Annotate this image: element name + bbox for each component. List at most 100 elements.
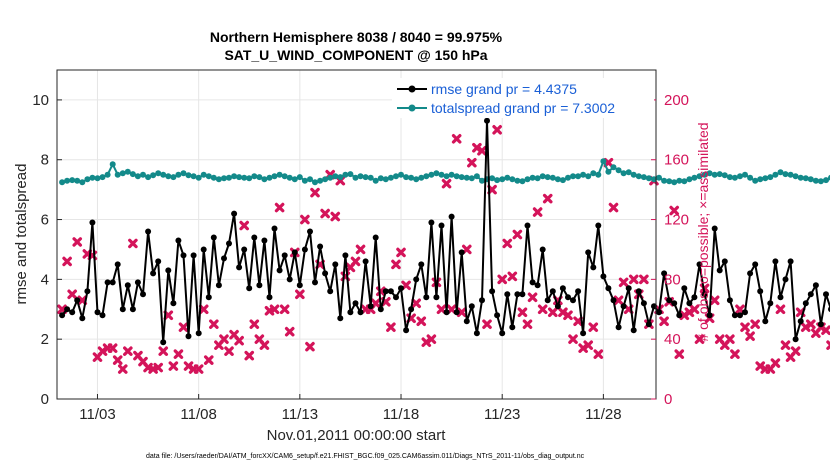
totalspread-point bbox=[256, 174, 263, 181]
totalspread-point bbox=[74, 177, 81, 184]
y2-tick-label: 0 bbox=[664, 391, 672, 408]
y-tick-label: 10 bbox=[32, 92, 49, 109]
obs-assimilated-point bbox=[244, 350, 255, 361]
totalspread-point bbox=[246, 175, 253, 182]
totalspread-point bbox=[104, 171, 111, 178]
obs-assimilated-point bbox=[446, 304, 457, 315]
totalspread-point bbox=[241, 174, 248, 181]
rmse-point bbox=[620, 303, 627, 310]
totalspread-point bbox=[792, 173, 799, 180]
totalspread-point bbox=[413, 176, 420, 183]
totalspread-point bbox=[347, 171, 354, 178]
rmse-point bbox=[514, 291, 521, 298]
obs-assimilated-point bbox=[295, 289, 305, 300]
totalspread-point bbox=[499, 176, 506, 183]
totalspread-point bbox=[307, 176, 313, 183]
y-tick-label: 4 bbox=[41, 271, 49, 288]
totalspread-point bbox=[605, 168, 612, 175]
rmse-point bbox=[494, 312, 501, 319]
obs-assimilated-point bbox=[117, 364, 128, 374]
obs-assimilated-point bbox=[522, 319, 533, 330]
totalspread-point bbox=[691, 174, 698, 181]
obs-assimilated-point bbox=[628, 274, 639, 285]
obs-assimilated-point bbox=[583, 340, 594, 350]
totalspread-point bbox=[666, 178, 673, 185]
totalspread-point bbox=[625, 169, 632, 176]
rmse-point bbox=[271, 225, 278, 232]
obs-assimilated-point bbox=[193, 364, 204, 374]
totalspread-point bbox=[408, 174, 415, 181]
rmse-point bbox=[408, 306, 415, 313]
totalspread-point bbox=[271, 173, 278, 180]
rmse-point bbox=[519, 291, 526, 298]
rmse-point bbox=[332, 261, 339, 268]
totalspread-point bbox=[114, 171, 121, 178]
rmse-point bbox=[190, 252, 197, 259]
series-layer bbox=[57, 95, 830, 374]
totalspread-point bbox=[600, 158, 607, 165]
x-tick-label: 11/23 bbox=[484, 406, 520, 423]
rmse-point bbox=[94, 309, 101, 316]
obs-assimilated-point bbox=[441, 178, 452, 189]
totalspread-point bbox=[762, 175, 769, 182]
rmse-point bbox=[99, 312, 106, 319]
totalspread-point bbox=[549, 174, 556, 181]
obs-assimilated-point bbox=[209, 319, 219, 330]
rmse-point bbox=[792, 336, 799, 343]
obs-assimilated-point bbox=[274, 202, 285, 213]
rmse-point bbox=[539, 246, 546, 253]
rmse-point bbox=[782, 276, 789, 283]
legend-rmse-label: rmse grand pr = 4.4375 bbox=[431, 81, 577, 97]
totalspread-point bbox=[767, 174, 774, 181]
totalspread-point bbox=[468, 175, 475, 182]
totalspread-point bbox=[403, 174, 410, 181]
rmse-point bbox=[251, 234, 258, 241]
obs-assimilated-point bbox=[694, 334, 705, 344]
totalspread-point bbox=[565, 174, 571, 181]
rmse-point bbox=[570, 297, 576, 304]
rmse-point bbox=[387, 288, 394, 295]
obs-assimilated-point bbox=[563, 310, 573, 321]
x-axis: 11/03 11/08 11/13 11/18 11/23 11/28 bbox=[79, 394, 622, 423]
rmse-point bbox=[160, 339, 167, 346]
totalspread-point bbox=[119, 170, 126, 177]
totalspread-point bbox=[554, 176, 561, 183]
totalspread-point bbox=[620, 170, 627, 177]
rmse-point bbox=[64, 306, 71, 313]
rmse-series bbox=[59, 117, 830, 346]
rmse-point bbox=[382, 288, 389, 295]
rmse-point bbox=[210, 234, 217, 241]
obs-assimilated-point bbox=[826, 340, 830, 350]
totalspread-point bbox=[772, 171, 779, 178]
totalspread-point bbox=[737, 173, 743, 180]
totalspread-point bbox=[726, 174, 733, 181]
rmse-point bbox=[124, 282, 131, 289]
totalspread-point bbox=[145, 174, 152, 181]
rmse-point bbox=[150, 270, 157, 277]
obs-assimilated-point bbox=[659, 316, 669, 327]
obs-assimilated-point bbox=[168, 361, 179, 371]
rmse-point bbox=[357, 309, 364, 316]
rmse-point bbox=[398, 285, 404, 292]
rmse-point bbox=[762, 318, 769, 325]
rmse-point bbox=[291, 249, 298, 256]
rmse-point bbox=[84, 288, 91, 295]
obs-assimilated-point bbox=[709, 295, 720, 306]
obs-assimilated-point bbox=[269, 304, 280, 315]
obs-assimilated-point bbox=[451, 133, 462, 144]
rmse-point bbox=[165, 267, 172, 274]
rmse-point bbox=[180, 252, 187, 259]
totalspread-point bbox=[706, 170, 713, 177]
totalspread-point bbox=[236, 174, 243, 181]
obs-assimilated-point bbox=[492, 125, 502, 135]
rmse-point bbox=[317, 243, 324, 250]
rmse-point bbox=[195, 330, 202, 337]
rmse-point bbox=[797, 318, 804, 325]
obs-assimilated-point bbox=[62, 256, 72, 267]
totalspread-point bbox=[757, 176, 764, 183]
obs-assimilated-point bbox=[674, 349, 685, 359]
y-axis-left: 0 2 4 6 8 10 bbox=[32, 92, 62, 408]
totalspread-series bbox=[59, 158, 830, 186]
obs-assimilated-point bbox=[401, 280, 411, 291]
totalspread-point bbox=[170, 174, 177, 181]
